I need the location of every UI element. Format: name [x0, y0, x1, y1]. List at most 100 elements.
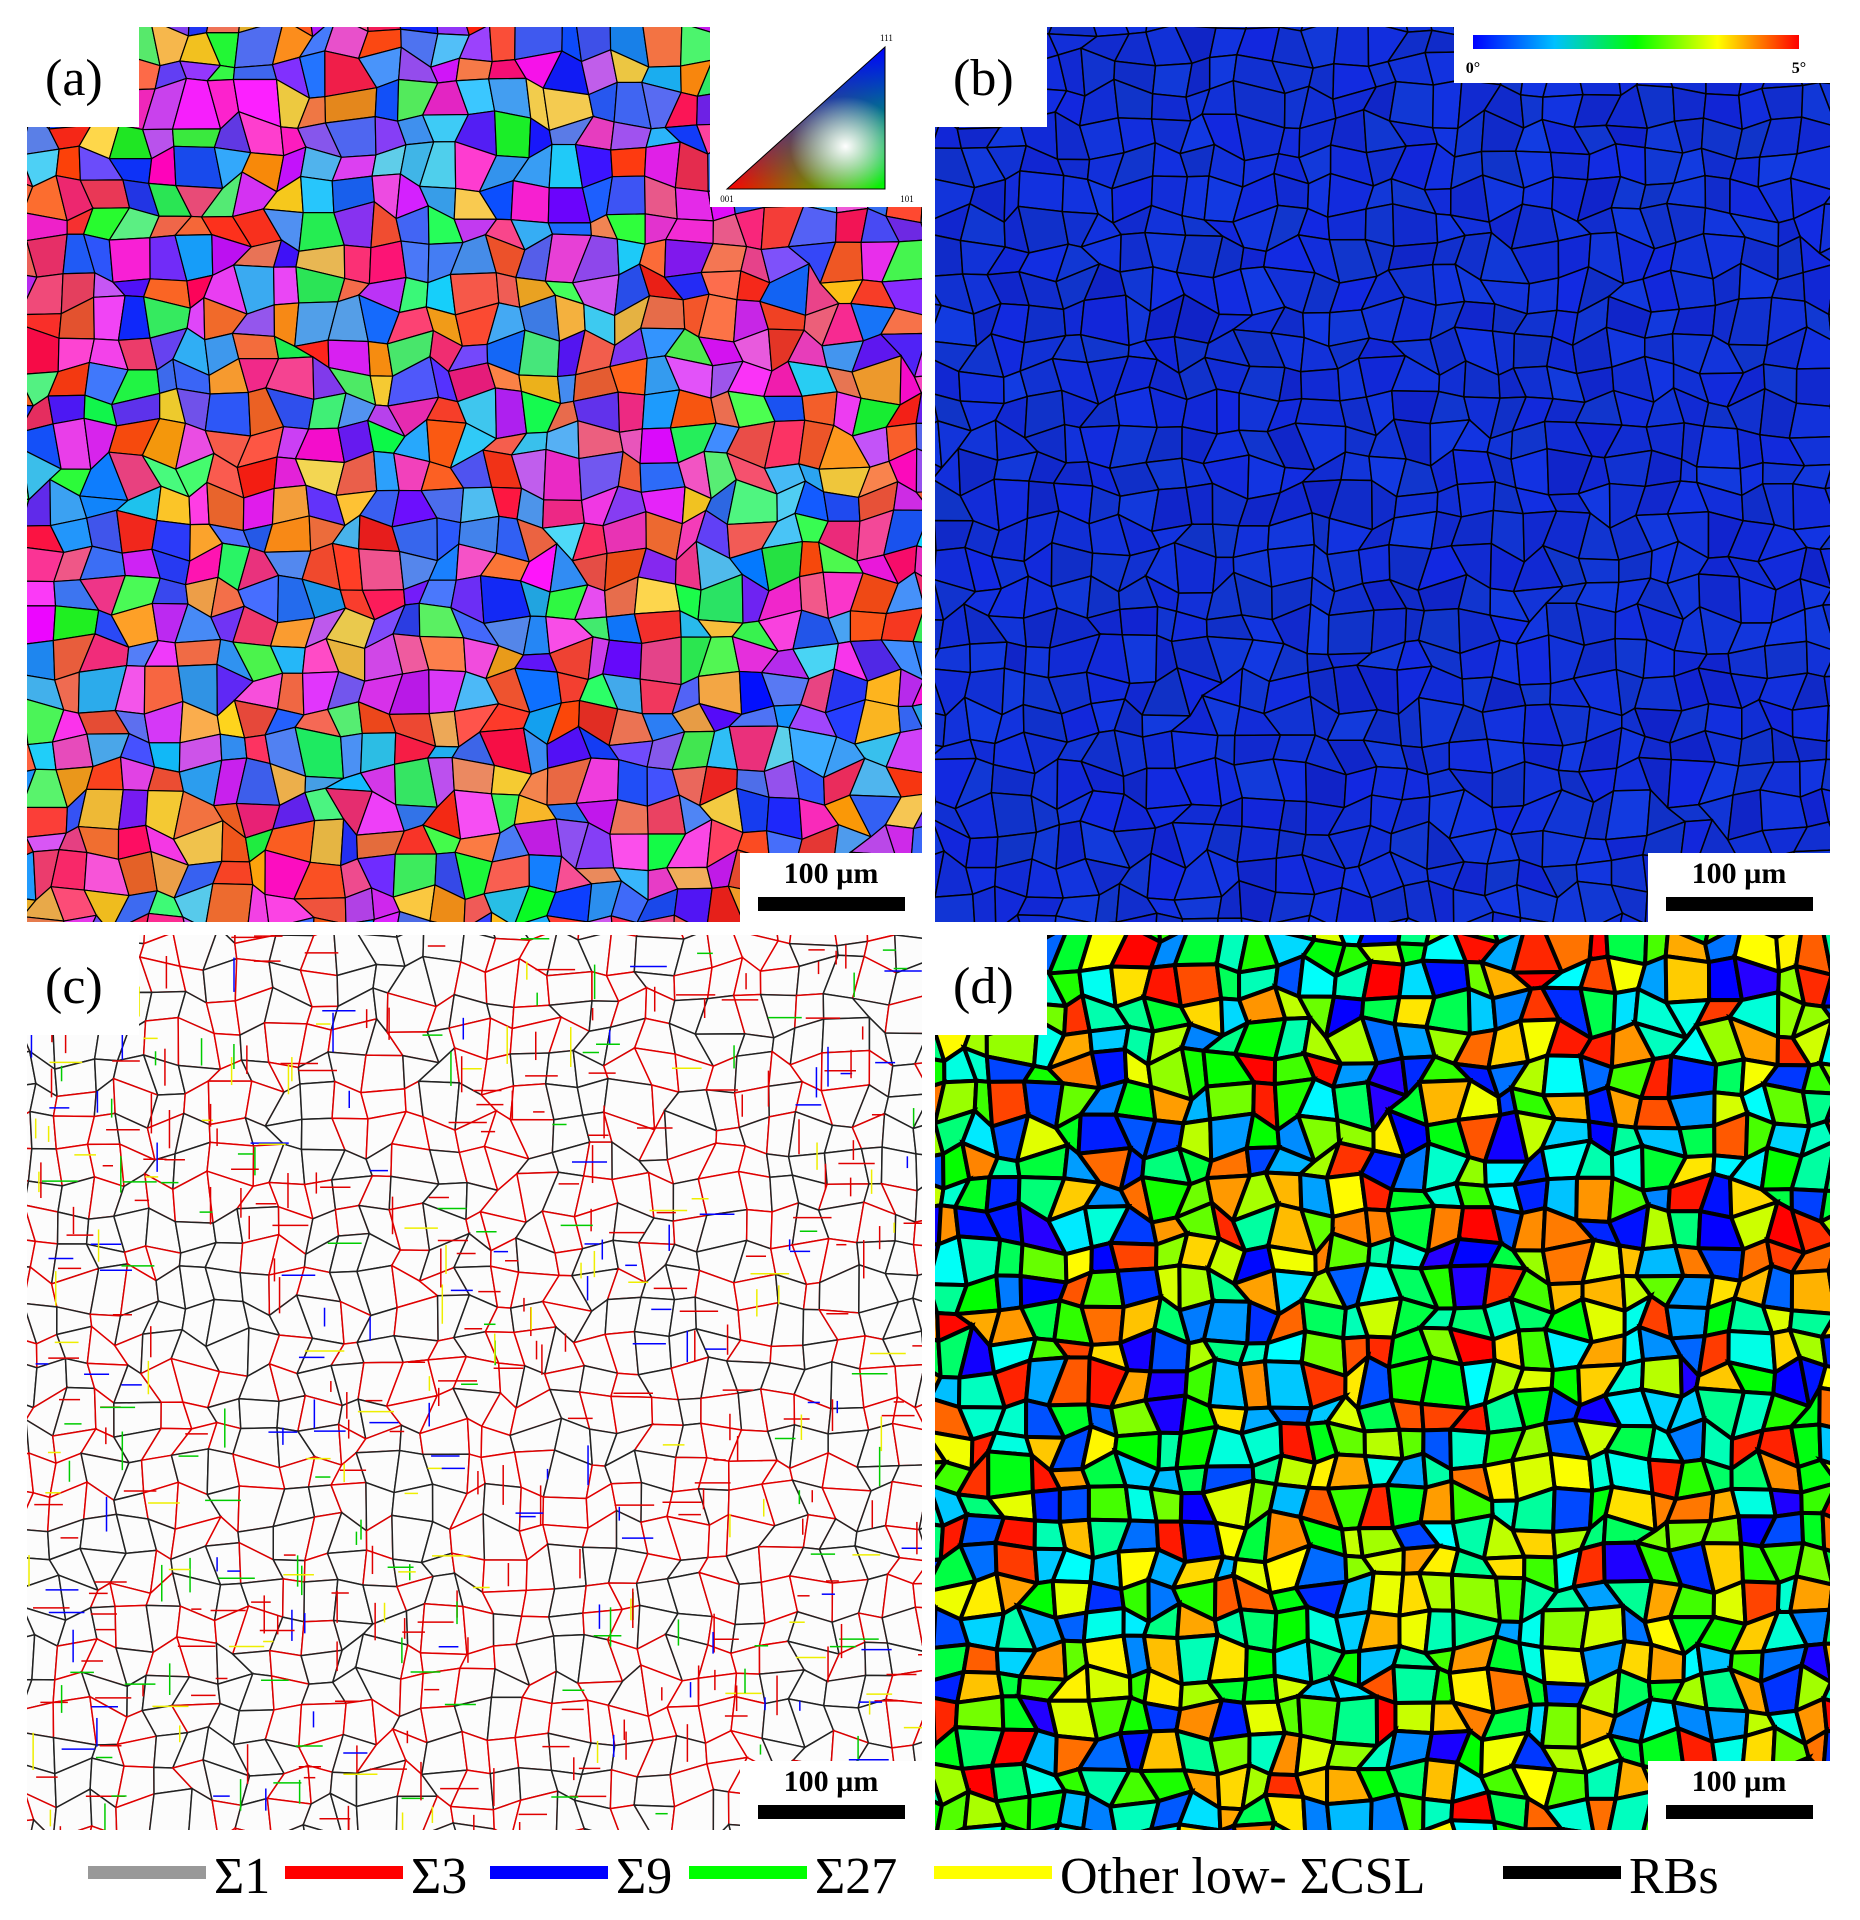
- grain: [27, 1180, 30, 1194]
- grain: [0, 1764, 25, 1795]
- grain: [1824, 27, 1830, 28]
- grain: [83, 889, 131, 922]
- grain: [302, 1823, 324, 1830]
- grain: [918, 1511, 922, 1531]
- grain: [1677, 1123, 1717, 1160]
- legend-label: Σ3: [411, 1848, 467, 1905]
- grain: [27, 97, 33, 114]
- grain: [117, 1831, 154, 1867]
- grain: [1836, 850, 1860, 892]
- legend-swatch: [1503, 1866, 1621, 1879]
- grain: [432, 1821, 457, 1830]
- panel: (c) 100 µm: [0, 935, 922, 1867]
- grain: [27, 639, 56, 681]
- grain: [1826, 1268, 1830, 1293]
- grain: [1822, 1606, 1830, 1646]
- grain: [1307, 914, 1327, 922]
- grain: [542, 1496, 589, 1529]
- grain: [910, 826, 922, 860]
- grain: [309, 818, 345, 867]
- label-box: [27, 27, 139, 127]
- grain: [80, 2, 131, 20]
- grain: [2, 1558, 24, 1590]
- grain: [1610, 884, 1649, 922]
- grain: [1017, 170, 1065, 213]
- grain: [879, 307, 922, 335]
- grain: [1577, 557, 1620, 584]
- grain: [489, 0, 517, 25]
- grain: [474, 911, 493, 922]
- grain: [27, 838, 28, 839]
- grain: [881, 27, 891, 31]
- grain: [115, 1792, 155, 1830]
- grain: [232, 64, 278, 81]
- grain: [891, 1395, 922, 1431]
- grain: [1054, 894, 1101, 922]
- grain: [1665, 1209, 1703, 1251]
- grain: [302, 1792, 342, 1830]
- grain: [455, 57, 493, 82]
- grain: [829, 1360, 865, 1410]
- grain: [0, 419, 21, 455]
- grain: [965, 836, 999, 869]
- grain: [1173, 895, 1223, 920]
- grain: [355, 918, 376, 922]
- grain: [602, 639, 643, 680]
- label-box: [935, 27, 1047, 127]
- grain: [915, 447, 922, 494]
- grain: [1094, 882, 1121, 922]
- grain: [27, 1793, 57, 1830]
- grain: [1, 575, 18, 620]
- grain: [1551, 1485, 1595, 1535]
- grain: [27, 580, 57, 607]
- grain: [1481, 704, 1527, 744]
- grain: [887, 1063, 922, 1098]
- grain: [1818, 534, 1830, 551]
- grain: [1515, 883, 1559, 922]
- grain: [884, 1669, 922, 1704]
- grain: [1448, 738, 1494, 774]
- grain: [1278, 27, 1304, 32]
- grain: [27, 1732, 56, 1775]
- grain: [1696, 0, 1735, 19]
- grain: [1423, 1608, 1456, 1656]
- grain: [1541, 1796, 1595, 1830]
- grain: [913, 570, 922, 601]
- grain: [573, 1799, 620, 1830]
- panel: (a) 100 µm 111 001 101: [0, 0, 922, 922]
- grain: [129, 912, 150, 922]
- grain: [914, 1372, 922, 1409]
- grain: [915, 392, 922, 425]
- grain: [885, 571, 922, 615]
- grain: [27, 239, 28, 242]
- grain: [360, 1054, 406, 1094]
- label-box: [27, 935, 139, 1035]
- grain: [993, 1794, 1032, 1830]
- grain: [299, 1080, 336, 1121]
- grain: [89, 1787, 118, 1830]
- grain: [994, 1237, 1025, 1279]
- grain: [772, 1826, 781, 1830]
- grain: [1427, 879, 1455, 922]
- grain: [1115, 912, 1158, 922]
- grain: [1824, 469, 1830, 490]
- grain: [911, 1109, 922, 1130]
- grain: [27, 482, 30, 501]
- grain: [587, 915, 613, 922]
- grain: [1466, 910, 1495, 922]
- legend-label: Σ27: [815, 1848, 897, 1905]
- grain: [897, 1831, 938, 1865]
- grain: [509, 1052, 550, 1087]
- grain: [1054, 1822, 1086, 1830]
- grain: [673, 914, 689, 922]
- grain: [892, 480, 922, 511]
- grain: [329, 1791, 359, 1830]
- grain: [1823, 675, 1830, 707]
- grain: [1549, 151, 1591, 181]
- grain: [1820, 787, 1830, 823]
- grain: [0, 325, 20, 375]
- grain: [734, 1581, 766, 1626]
- grain: [1171, 935, 1225, 968]
- grain: [887, 962, 922, 1007]
- grain: [1176, 1788, 1223, 1830]
